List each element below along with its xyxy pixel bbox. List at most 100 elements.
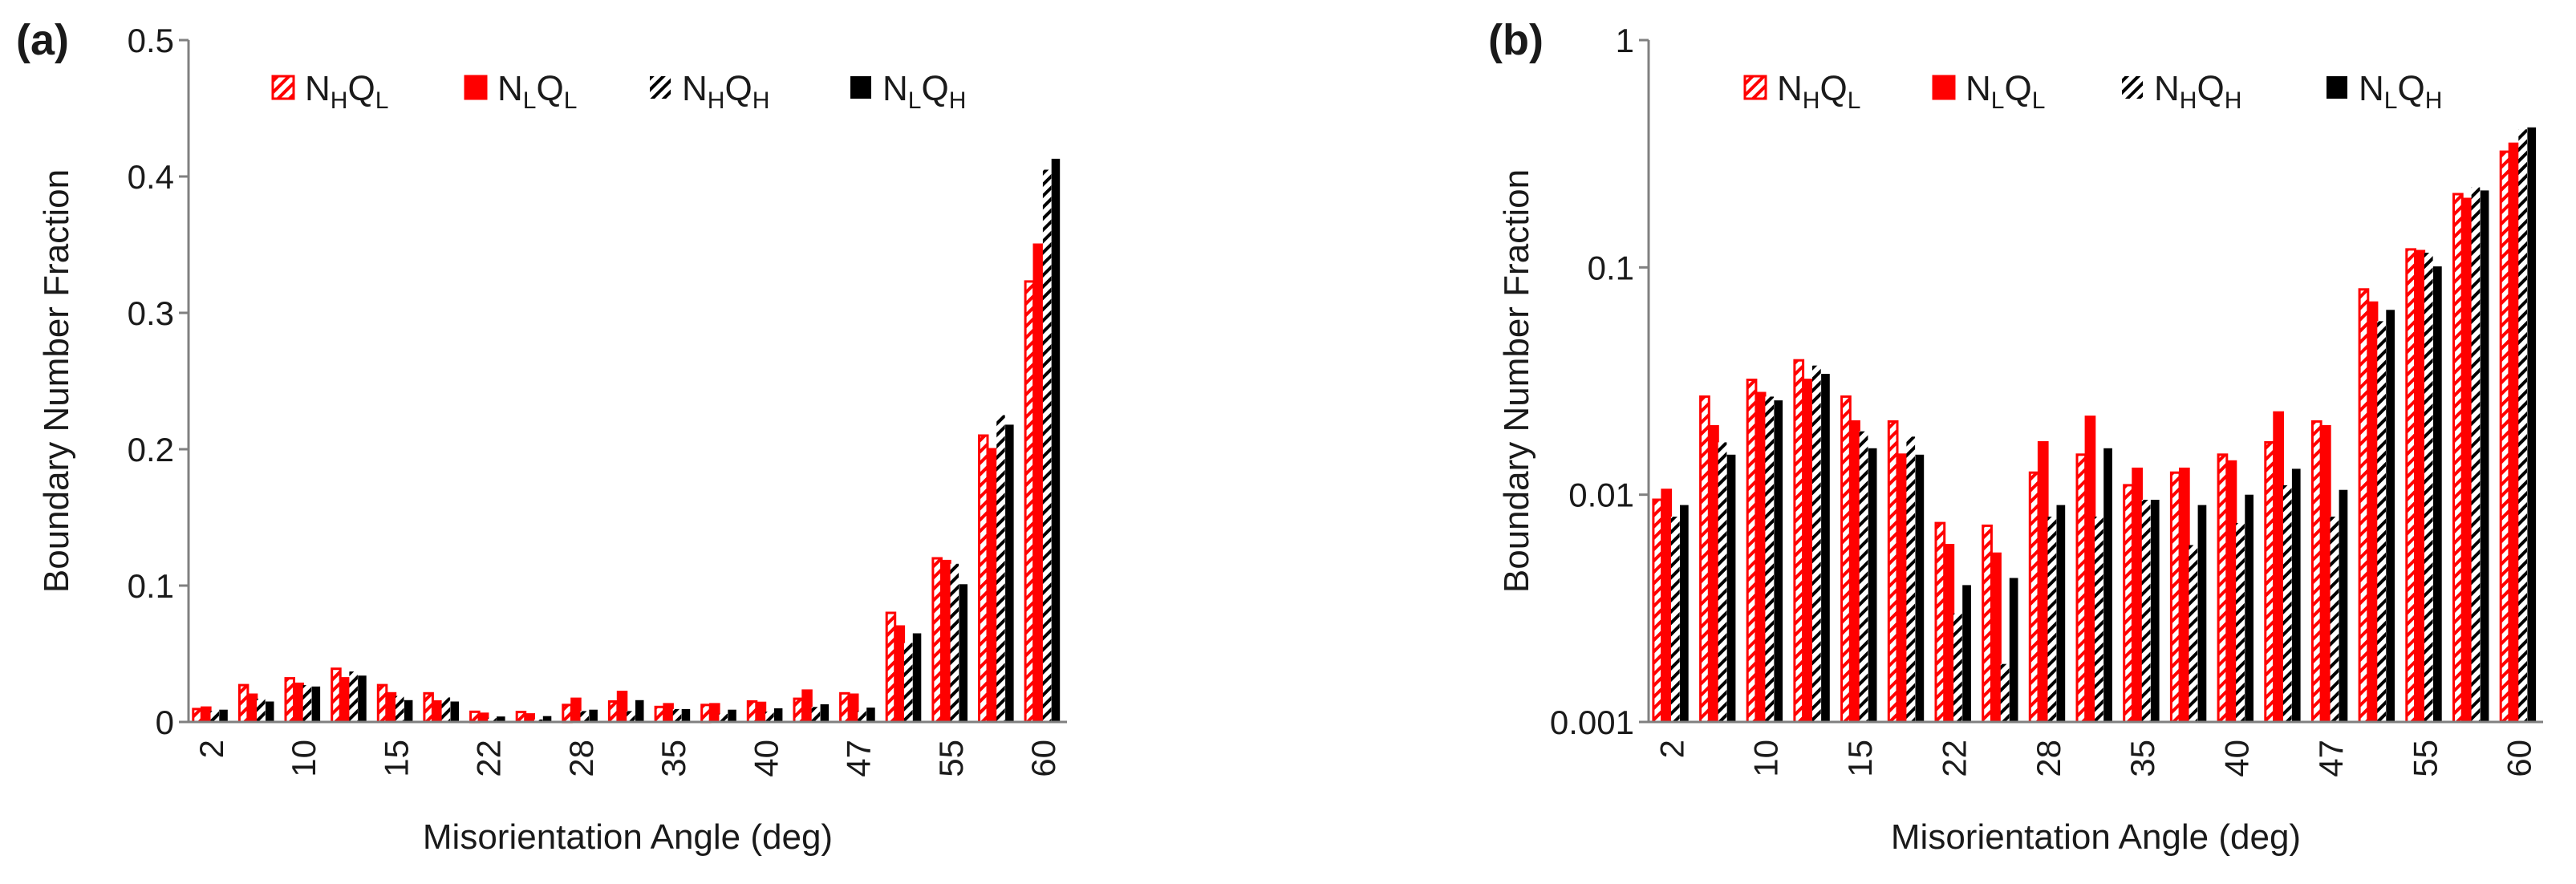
legend-label-b-nlqh: NLQH xyxy=(2359,69,2442,114)
x-tick-label-b: 2 xyxy=(1653,740,1690,758)
y-tick-label-a: 0.3 xyxy=(128,294,174,332)
bar-a-nlqh-55 xyxy=(959,584,968,722)
bar-a-nlqh-13 xyxy=(358,675,367,722)
x-tick-label-b: 47 xyxy=(2312,740,2350,777)
bar-b-nlqh-22 xyxy=(1962,585,1971,722)
bar-a-nhqh-47 xyxy=(858,711,866,722)
bar-b-nhql-13 xyxy=(1793,359,1805,724)
bar-b-nlqh-28 xyxy=(2056,505,2066,722)
bar-b-nlql-5 xyxy=(1708,424,1719,724)
bar-b-nlqh-32 xyxy=(2103,448,2112,722)
bar-b-nhqh-43 xyxy=(2282,485,2292,722)
bar-a-nhqh-55 xyxy=(950,563,959,722)
bar-b-nlql-38 xyxy=(2179,467,2190,724)
legend-label-a-nlql: NLQL xyxy=(497,69,577,114)
bar-a-nhqh-15 xyxy=(396,695,404,722)
bar-a-nhql-35 xyxy=(654,705,666,724)
bar-b-nhql-47 xyxy=(2310,420,2322,724)
bar-a-nhql-10 xyxy=(284,677,295,724)
legend-swatch-b-nhql xyxy=(1743,75,1767,100)
bar-b-nhql-10 xyxy=(1746,379,1758,724)
bar-a-nlql-47 xyxy=(848,693,859,724)
y-tick-label-a: 0.4 xyxy=(128,158,174,196)
legend-swatch-a-nlql xyxy=(464,75,488,100)
bar-a-nlql-22 xyxy=(477,712,489,724)
bar-a-nhqh-5 xyxy=(257,699,266,722)
bar-b-nlqh-58 xyxy=(2480,190,2489,722)
panel-label-a: (a) xyxy=(16,16,69,64)
legend-swatch-a-nhqh xyxy=(650,76,671,99)
x-tick-label-a: 47 xyxy=(840,740,878,777)
x-tick-label-a: 10 xyxy=(285,740,323,777)
bar-b-nlql-22 xyxy=(1943,544,1955,724)
bar-a-nlql-10 xyxy=(293,682,304,724)
bar-b-nhqh-55 xyxy=(2424,253,2433,723)
bar-a-nlqh-58 xyxy=(1005,424,1014,722)
bar-a-nhql-13 xyxy=(331,667,342,724)
bar-b-nhql-55 xyxy=(2405,248,2417,724)
bar-b-nlqh-38 xyxy=(2197,505,2207,722)
x-tick-label-b: 55 xyxy=(2406,740,2444,777)
bar-a-nhqh-40 xyxy=(765,712,774,723)
bar-a-nlqh-38 xyxy=(728,709,736,722)
bar-a-nhqh-38 xyxy=(719,713,728,722)
bar-b-nlql-10 xyxy=(1755,391,1767,724)
x-tick-label-a: 15 xyxy=(377,740,415,777)
bar-b-nlqh-50 xyxy=(2386,310,2395,722)
bar-a-nhqh-18 xyxy=(441,697,451,722)
x-axis-title-a: Misorientation Angle (deg) xyxy=(423,817,833,857)
bar-b-nhqh-15 xyxy=(1859,431,1868,722)
bar-a-nhql-28 xyxy=(562,704,573,724)
legend-label-a-nhql: NHQL xyxy=(305,69,388,114)
bar-b-nhqh-13 xyxy=(1812,365,1821,722)
bar-a-nhqh-22 xyxy=(488,717,497,722)
bar-a-nhqh-58 xyxy=(996,415,1005,722)
bar-b-nlql-2 xyxy=(1661,489,1673,724)
bar-b-nlqh-10 xyxy=(1774,400,1783,722)
bar-a-nlqh-35 xyxy=(681,708,691,722)
bar-a-nlql-50 xyxy=(894,625,906,724)
bar-a-nlql-18 xyxy=(432,700,443,724)
bar-a-nhql-32 xyxy=(607,700,619,724)
y-tick-label-b: 0.001 xyxy=(1550,704,1634,741)
legend-swatch-a-nlqh xyxy=(850,76,871,99)
bar-a-nlqh-43 xyxy=(820,704,830,722)
chart-panel-b: 0.001 0.01 0.1 1 2 10 15 22 28 35 40 47 55 60 Misorien… xyxy=(1488,16,2543,857)
bar-b-nlql-25 xyxy=(1990,552,2002,724)
bar-a-nhqh-13 xyxy=(349,671,358,722)
bar-b-nhql-35 xyxy=(2123,484,2134,724)
bar-b-nhql-18 xyxy=(1887,420,1899,724)
bar-a-nhqh-50 xyxy=(904,643,913,722)
legend-label-b-nlql: NLQL xyxy=(1965,69,2045,114)
bar-b-nhql-50 xyxy=(2358,288,2370,724)
y-tick-label-b: 1 xyxy=(1616,22,1634,59)
bar-a-nlql-15 xyxy=(385,691,397,724)
bar-a-nhqh-2 xyxy=(210,711,219,722)
y-tick-label-a: 0.2 xyxy=(128,431,174,468)
bar-a-nlql-28 xyxy=(570,697,582,724)
bar-a-nlqh-22 xyxy=(497,716,505,722)
bar-a-nlqh-28 xyxy=(589,709,598,722)
bar-b-nlqh-43 xyxy=(2291,468,2301,722)
bar-b-nhqh-28 xyxy=(2047,517,2057,722)
bar-a-nhql-25 xyxy=(515,711,527,724)
x-tick-label-a: 55 xyxy=(932,740,970,777)
bar-a-nhql-2 xyxy=(192,708,203,724)
bar-b-nhqh-32 xyxy=(2095,517,2103,722)
bar-b-nhql-25 xyxy=(1982,524,1993,724)
bar-b-nhqh-2 xyxy=(1671,517,1680,722)
bar-a-nhql-43 xyxy=(793,697,804,724)
bar-a-nlqh-50 xyxy=(912,633,922,722)
bar-a-nlqh-5 xyxy=(266,701,274,722)
bar-a-nhql-55 xyxy=(931,557,943,724)
bar-b-nlqh-15 xyxy=(1868,448,1877,722)
y-axis-title-b: Boundary Number Fraction xyxy=(1497,169,1536,593)
bar-a-nlqh-40 xyxy=(773,708,783,722)
bar-a-nlqh-25 xyxy=(542,716,552,722)
bar-a-nhqh-25 xyxy=(533,719,543,722)
legend-label-a-nhqh: NHQH xyxy=(682,69,769,114)
bar-a-nhqh-32 xyxy=(627,711,635,722)
x-tick-label-a: 2 xyxy=(193,740,230,758)
bar-b-nhqh-60 xyxy=(2518,129,2527,722)
